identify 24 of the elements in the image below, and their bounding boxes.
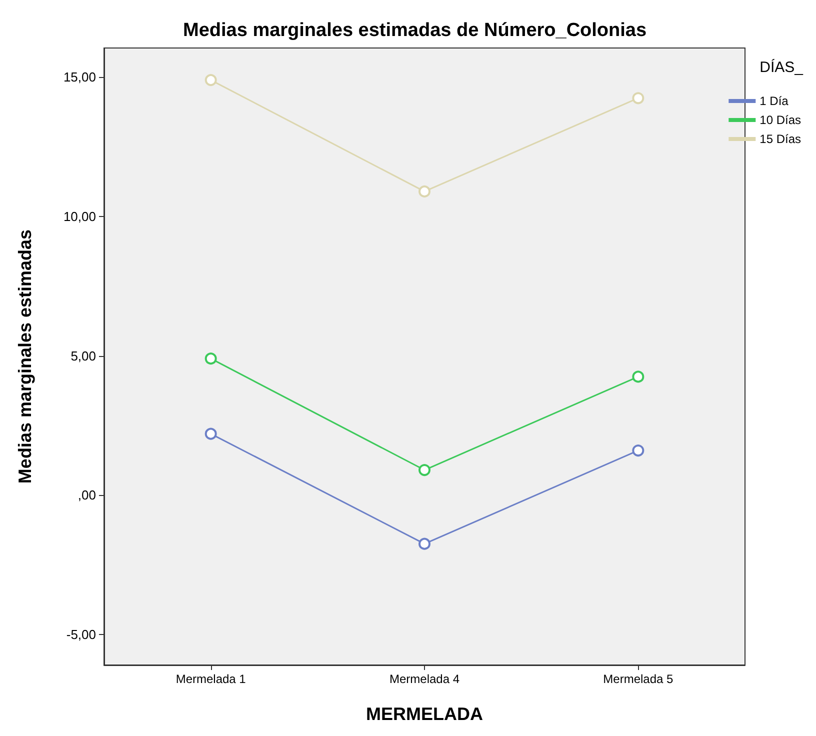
y-tick-label: 10,00 <box>63 209 96 224</box>
y-tick-label: 15,00 <box>63 70 96 85</box>
y-axis-title: Medias marginales estimadas <box>15 229 35 484</box>
point <box>204 352 217 365</box>
x-axis-title: MERMELADA <box>366 704 483 724</box>
x-tick-label: Mermelada 1 <box>176 672 246 686</box>
x-tick-label: Mermelada 5 <box>603 672 674 686</box>
point <box>204 428 217 440</box>
point <box>632 444 644 457</box>
y-tick-label: -5,00 <box>66 626 96 642</box>
x-tick-label: Mermelada 4 <box>389 672 460 686</box>
chart-title: Medias marginales estimadas de Número_Colonias <box>183 20 647 41</box>
y-tick-label: 5,00 <box>70 348 96 364</box>
y-tick-label: ,00 <box>78 488 96 503</box>
legend-label: 15 Días <box>760 132 802 146</box>
point <box>204 74 217 86</box>
point <box>418 185 430 198</box>
point <box>632 370 644 383</box>
legend-title: DÍAS_ <box>760 58 804 76</box>
legend-label: 1 Día <box>760 94 789 108</box>
point <box>418 464 430 476</box>
point <box>418 538 430 550</box>
point <box>632 92 644 104</box>
legend-label: 10 Días <box>760 113 802 127</box>
